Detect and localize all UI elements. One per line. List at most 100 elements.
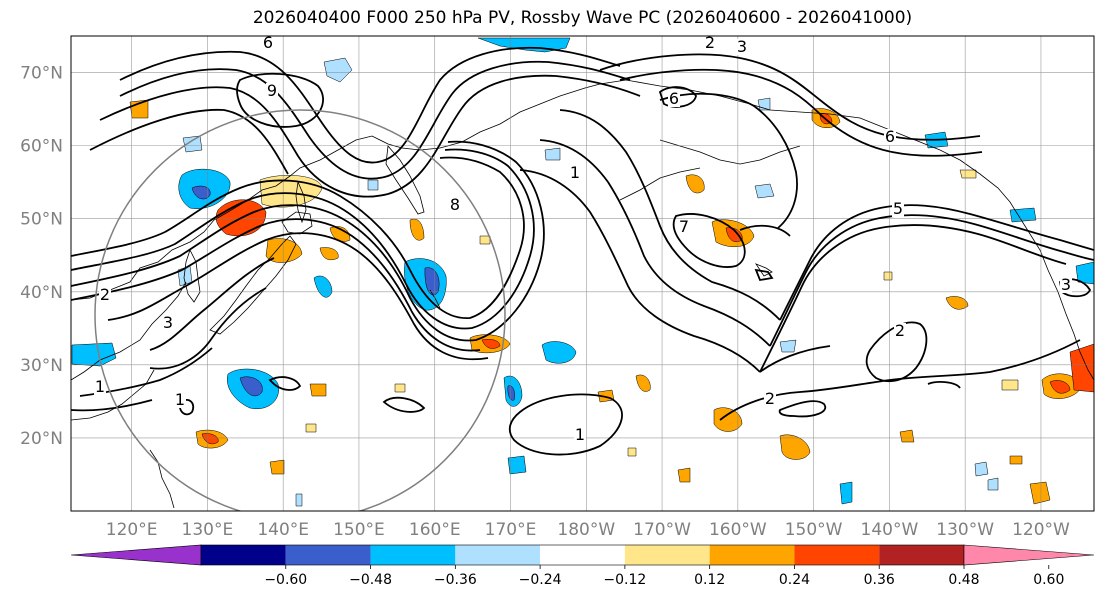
contour-label-bg: [569, 165, 581, 181]
neg-anomaly: [1075, 261, 1094, 285]
pos-anomaly: [635, 374, 651, 392]
pos-anomaly: [329, 226, 351, 242]
contour-label: 6: [669, 89, 679, 108]
pv-contour: [539, 139, 771, 347]
pv-contour: [149, 257, 275, 351]
neg-anomaly: [987, 477, 999, 491]
pos-anomaly: [319, 247, 339, 261]
neg-anomaly: [239, 376, 263, 397]
colorbar-tick-label: 0.24: [779, 572, 810, 588]
colorbar-extend-high: [963, 544, 1095, 566]
pos-anomaly: [394, 383, 406, 393]
neg-anomaly: [779, 339, 797, 353]
contour-label-bg: [262, 36, 274, 51]
pv-contour: [769, 214, 1094, 347]
pos-anomaly: [409, 218, 425, 241]
coastline-hawaii: [754, 263, 773, 277]
pos-anomaly: [1069, 343, 1094, 393]
pv-contour: [559, 109, 781, 321]
neg-anomaly: [507, 385, 515, 401]
pv-contour: [519, 169, 761, 373]
longitude-label: 120°W: [1012, 520, 1070, 540]
longitude-label: 160°E: [409, 520, 461, 540]
pv-contour: [778, 400, 827, 418]
longitude-label: 130°E: [182, 520, 234, 540]
contour-label-bg: [668, 91, 680, 107]
contour-label: 9: [267, 81, 277, 100]
contour-labels: 1 1 1 1 2 2 2 2 3 3 3 5 6 6 6 7 8 9: [94, 33, 1072, 444]
pv-contour: [672, 213, 746, 268]
latitude-label: 30°N: [20, 356, 63, 376]
pv-contour: [149, 287, 267, 370]
pv-contour: [659, 92, 798, 229]
contour-label-bg: [94, 379, 106, 395]
map-plot-area: 1 1 1 1 2 2 2 2 3 3 3 5 6 6 6 7 8 9: [70, 33, 1095, 512]
neg-anomaly: [191, 185, 211, 200]
longitude-label: 160°W: [709, 520, 767, 540]
colorbar-segment: [794, 545, 880, 565]
neg-anomaly: [182, 135, 203, 153]
contour-label: 7: [679, 217, 689, 236]
pv-contour: [779, 204, 1094, 321]
contour-label: 2: [100, 285, 110, 304]
longitude-label: 170°E: [485, 520, 537, 540]
neg-anomaly: [839, 481, 853, 505]
colorbar-segment: [879, 545, 964, 565]
neg-anomaly: [71, 342, 117, 367]
contour-label-bg: [892, 201, 904, 217]
colorbar-segment: [709, 545, 795, 565]
contour-label-bg: [99, 287, 111, 303]
figure-title: 2026040400 F000 250 hPa PV, Rossby Wave …: [252, 8, 913, 28]
pv-contour: [107, 232, 489, 361]
contour-label: 2: [765, 389, 775, 408]
longitude-label: 150°E: [333, 520, 385, 540]
colorbar-segment: [370, 545, 456, 565]
coastline-islands: [429, 289, 441, 309]
colorbar-tick-label: −0.48: [349, 572, 392, 588]
neg-anomaly: [295, 493, 303, 507]
coastline-asia: [71, 83, 601, 301]
pos-anomaly: [481, 339, 501, 349]
pv-contour: [927, 381, 961, 389]
contour-label: 3: [737, 37, 747, 56]
longitude-label: 180°W: [557, 520, 615, 540]
longitude-label: 120°E: [106, 520, 158, 540]
latitude-label: 70°N: [20, 64, 63, 84]
contour-label: 2: [705, 33, 715, 52]
pv-contour: [71, 218, 481, 352]
contour-label-bg: [736, 39, 748, 55]
contour-label-bg: [162, 315, 174, 331]
graticule: [71, 36, 1094, 511]
contour-label: 1: [570, 163, 580, 182]
colorbar-tick-label: 0.12: [694, 572, 725, 588]
contour-label-bg: [764, 391, 776, 407]
neg-anomaly: [541, 341, 577, 364]
pos-anomaly: [713, 407, 743, 432]
pv-contour: [99, 74, 641, 198]
pos-anomaly: [1001, 379, 1019, 391]
colorbar-tick-label: −0.12: [603, 572, 646, 588]
latitude-labels: 70°N 60°N 50°N 40°N 30°N 20°N: [20, 64, 63, 449]
pos-anomaly: [1009, 455, 1023, 465]
neg-anomaly: [544, 147, 561, 161]
pv-contour: [89, 108, 289, 175]
contour-label-bg: [1060, 277, 1072, 293]
pv-contour: [119, 60, 631, 180]
longitude-label: 140°E: [257, 520, 309, 540]
pv-contour: [119, 46, 621, 164]
domain-circle: [94, 109, 506, 511]
longitude-label: 170°W: [633, 520, 691, 540]
pos-anomaly: [685, 174, 705, 194]
pv-contour: [754, 268, 774, 282]
latitude-label: 20°N: [20, 429, 63, 449]
contour-label-bg: [449, 197, 461, 213]
contour-label: 6: [885, 127, 895, 146]
contour-label-bg: [266, 83, 278, 99]
contour-label-bg: [678, 219, 690, 235]
contour-label-bg: [894, 323, 906, 339]
contour-label: 3: [1061, 275, 1071, 294]
neg-anomaly: [367, 179, 379, 191]
coastline-asia: [71, 281, 187, 381]
pos-anomaly: [677, 467, 691, 483]
